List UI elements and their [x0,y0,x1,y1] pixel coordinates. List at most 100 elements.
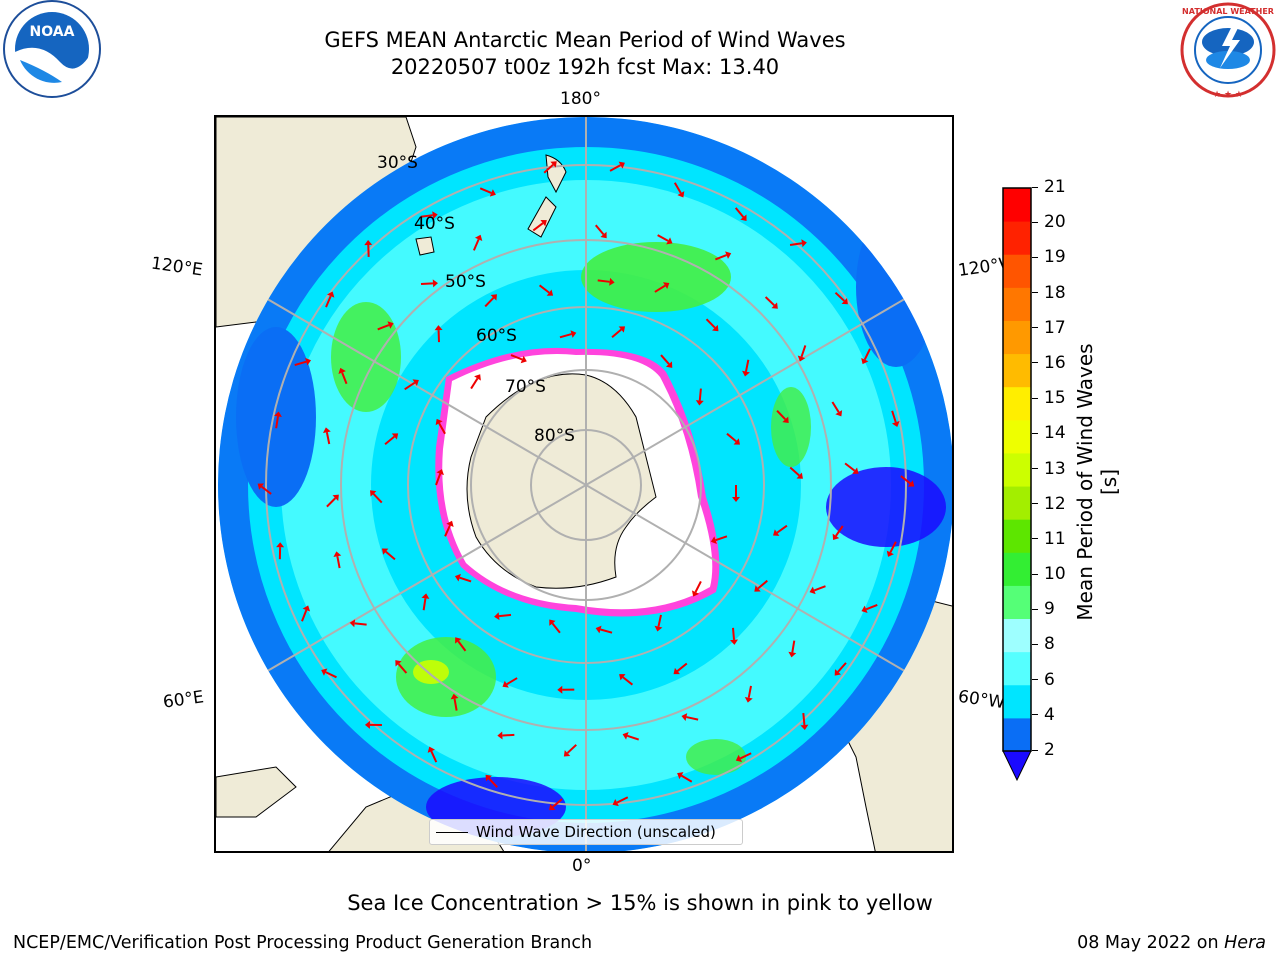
wave-direction-arrowhead [619,674,626,681]
wave-direction-arrow [470,377,479,390]
wave-direction-arrowhead [276,542,285,548]
wave-direction-arrowhead [570,330,577,338]
wave-direction-arrow [444,524,451,537]
colorbar-tick-label: 11 [1032,529,1066,549]
colorbar-block [1003,386,1031,421]
wave-direction-arrow [597,279,610,283]
wave-direction-arrow [384,435,395,446]
wave-direction-arrowhead [662,282,670,289]
lon-label-60e: 60°E [161,687,206,713]
wave-direction-arrow [453,698,458,711]
wave-direction-arrowhead [502,680,509,688]
wave-direction-arrowhead [421,593,430,599]
wave-direction-arrowhead [622,732,629,740]
colorbar-tick-label: 19 [1032,247,1066,267]
map-title-line1: GEFS MEAN Antarctic Mean Period of Wind … [324,28,846,52]
wave-direction-arrow [673,182,682,194]
wave-direction-arrowhead [563,750,571,757]
wave-direction-arrow [726,432,737,443]
wave-direction-arrow [404,381,416,391]
wave-direction-arrowhead [609,277,615,286]
colorbar [1002,187,1032,782]
wave-direction-arrowhead [744,696,753,703]
wave-direction-arrowhead [427,746,435,753]
wave-direction-arrowhead [332,494,339,501]
wave-direction-arrow [776,409,787,421]
wave-direction-arrowhead [712,324,719,332]
colorbar-block [1003,188,1031,222]
wave-direction-arrowhead [364,239,373,246]
wave-direction-arrow [744,359,750,372]
lon-label-60w: 60°W [956,686,1007,714]
lat-label-70s: 70°S [505,377,546,397]
wave-direction-arrowhead [549,803,556,811]
wave-direction-arrow [698,388,702,401]
wave-direction-arrow [479,187,492,194]
wave-direction-arrow [609,164,622,172]
wave-direction-arrow [294,360,307,367]
wave-direction-arrow [457,640,467,652]
wave-direction-arrowhead [395,660,402,667]
wave-direction-arrow [891,410,897,423]
wave-direction-arrowhead [832,533,840,540]
graticule [218,117,952,851]
wave-direction-arrowhead [886,550,894,557]
wave-direction-arrow [831,401,840,413]
wave-direction-arrowhead [257,483,265,490]
colorbar-label: Mean Period of Wind Waves [s] [1073,343,1121,621]
wave-direction-arrow [715,535,728,542]
lat-label-80s: 80°S [534,426,575,446]
wave-direction-arrowhead [550,161,557,168]
wave-direction-arrowhead [907,480,915,487]
colorbar-tick-label: 21 [1032,177,1066,197]
svg-text:NATIONAL WEATHER: NATIONAL WEATHER [1182,7,1274,16]
wave-direction-arrowhead [454,573,461,582]
wave-direction-arrowhead [782,416,789,424]
map-panel: 30°S 40°S 50°S 60°S 70°S 80°S Wind Wave … [214,115,954,853]
wave-direction-arrow [559,333,572,339]
wave-direction-arrowhead [710,536,717,544]
wave-direction-arrow [420,214,433,218]
wave-direction-arrowhead [450,693,459,700]
wave-direction-arrow [385,550,396,561]
wind-wave-arrows [257,161,915,811]
wave-direction-arrow [506,677,518,686]
wave-direction-arrowhead [773,529,780,536]
new-zealand-south [527,196,557,238]
lon-label-180: 180° [560,89,601,109]
wave-direction-arrowhead [497,731,503,740]
colorbar-tick-label: 14 [1032,423,1066,443]
wave-direction-arrowhead [540,219,547,227]
wave-direction-arrow [543,163,554,174]
wave-direction-arrow [789,466,800,477]
sea-ice-caption: Sea Ice Concentration > 15% is shown in … [0,891,1280,915]
wave-direction-arrow [430,750,438,763]
wave-direction-arrowhead [595,625,602,634]
wave-direction-arrow [739,752,752,760]
wave-maximum-patch [581,242,731,312]
colorbar-tick-label: 15 [1032,388,1066,408]
wave-direction-arrow [472,238,480,251]
wave-direction-arrowhead [391,433,399,440]
wave-direction-arrowhead [364,720,370,729]
wave-direction-arrow [800,345,807,358]
wave-direction-arrow [835,525,844,537]
noaa-logo: NOAA [3,0,101,98]
wave-direction-arrowhead [436,469,444,476]
wave-direction-arrowhead [677,191,685,198]
wave-direction-arrowhead [381,548,389,555]
wave-direction-arrow [420,282,434,286]
wave-direction-arrow [538,284,550,294]
lat-label-60s: 60°S [476,326,517,346]
colorbar-under-triangle [1002,750,1032,782]
tasmania-land [415,236,435,256]
wave-direction-arrowhead [654,625,663,632]
wave-direction-arrow [325,432,331,445]
wave-direction-arrow [776,524,788,534]
wave-direction-arrow [764,296,775,307]
wave-direction-arrowhead [740,214,747,221]
wave-direction-arrowhead [612,798,619,807]
wave-direction-arrowhead [474,374,481,381]
wave-direction-arrow [372,493,383,504]
wave-direction-arrowhead [549,619,556,626]
